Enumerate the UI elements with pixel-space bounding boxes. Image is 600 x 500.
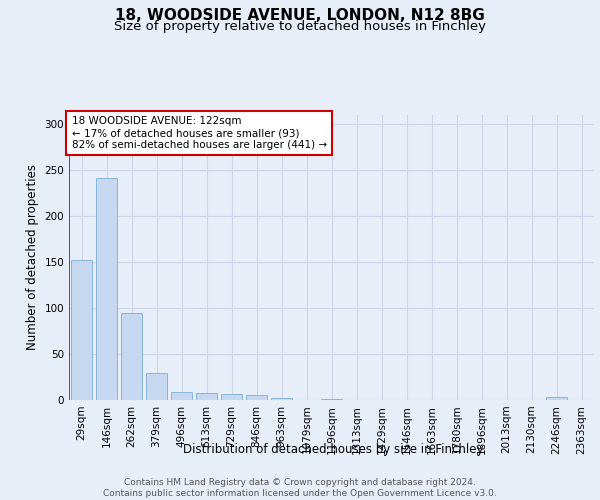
Bar [96, 178, 117, 400]
Bar [221, 394, 242, 400]
Bar [546, 397, 567, 400]
Bar [321, 399, 342, 400]
Bar [146, 374, 167, 400]
Text: Size of property relative to detached houses in Finchley: Size of property relative to detached ho… [114, 20, 486, 33]
Text: Distribution of detached houses by size in Finchley: Distribution of detached houses by size … [183, 442, 483, 456]
Y-axis label: Number of detached properties: Number of detached properties [26, 164, 39, 350]
Bar [246, 396, 267, 400]
Bar [196, 392, 217, 400]
Bar [271, 398, 292, 400]
Text: Contains HM Land Registry data © Crown copyright and database right 2024.
Contai: Contains HM Land Registry data © Crown c… [103, 478, 497, 498]
Text: 18, WOODSIDE AVENUE, LONDON, N12 8BG: 18, WOODSIDE AVENUE, LONDON, N12 8BG [115, 8, 485, 22]
Text: 18 WOODSIDE AVENUE: 122sqm
← 17% of detached houses are smaller (93)
82% of semi: 18 WOODSIDE AVENUE: 122sqm ← 17% of deta… [71, 116, 327, 150]
Bar [121, 312, 142, 400]
Bar [71, 260, 92, 400]
Bar [171, 392, 192, 400]
